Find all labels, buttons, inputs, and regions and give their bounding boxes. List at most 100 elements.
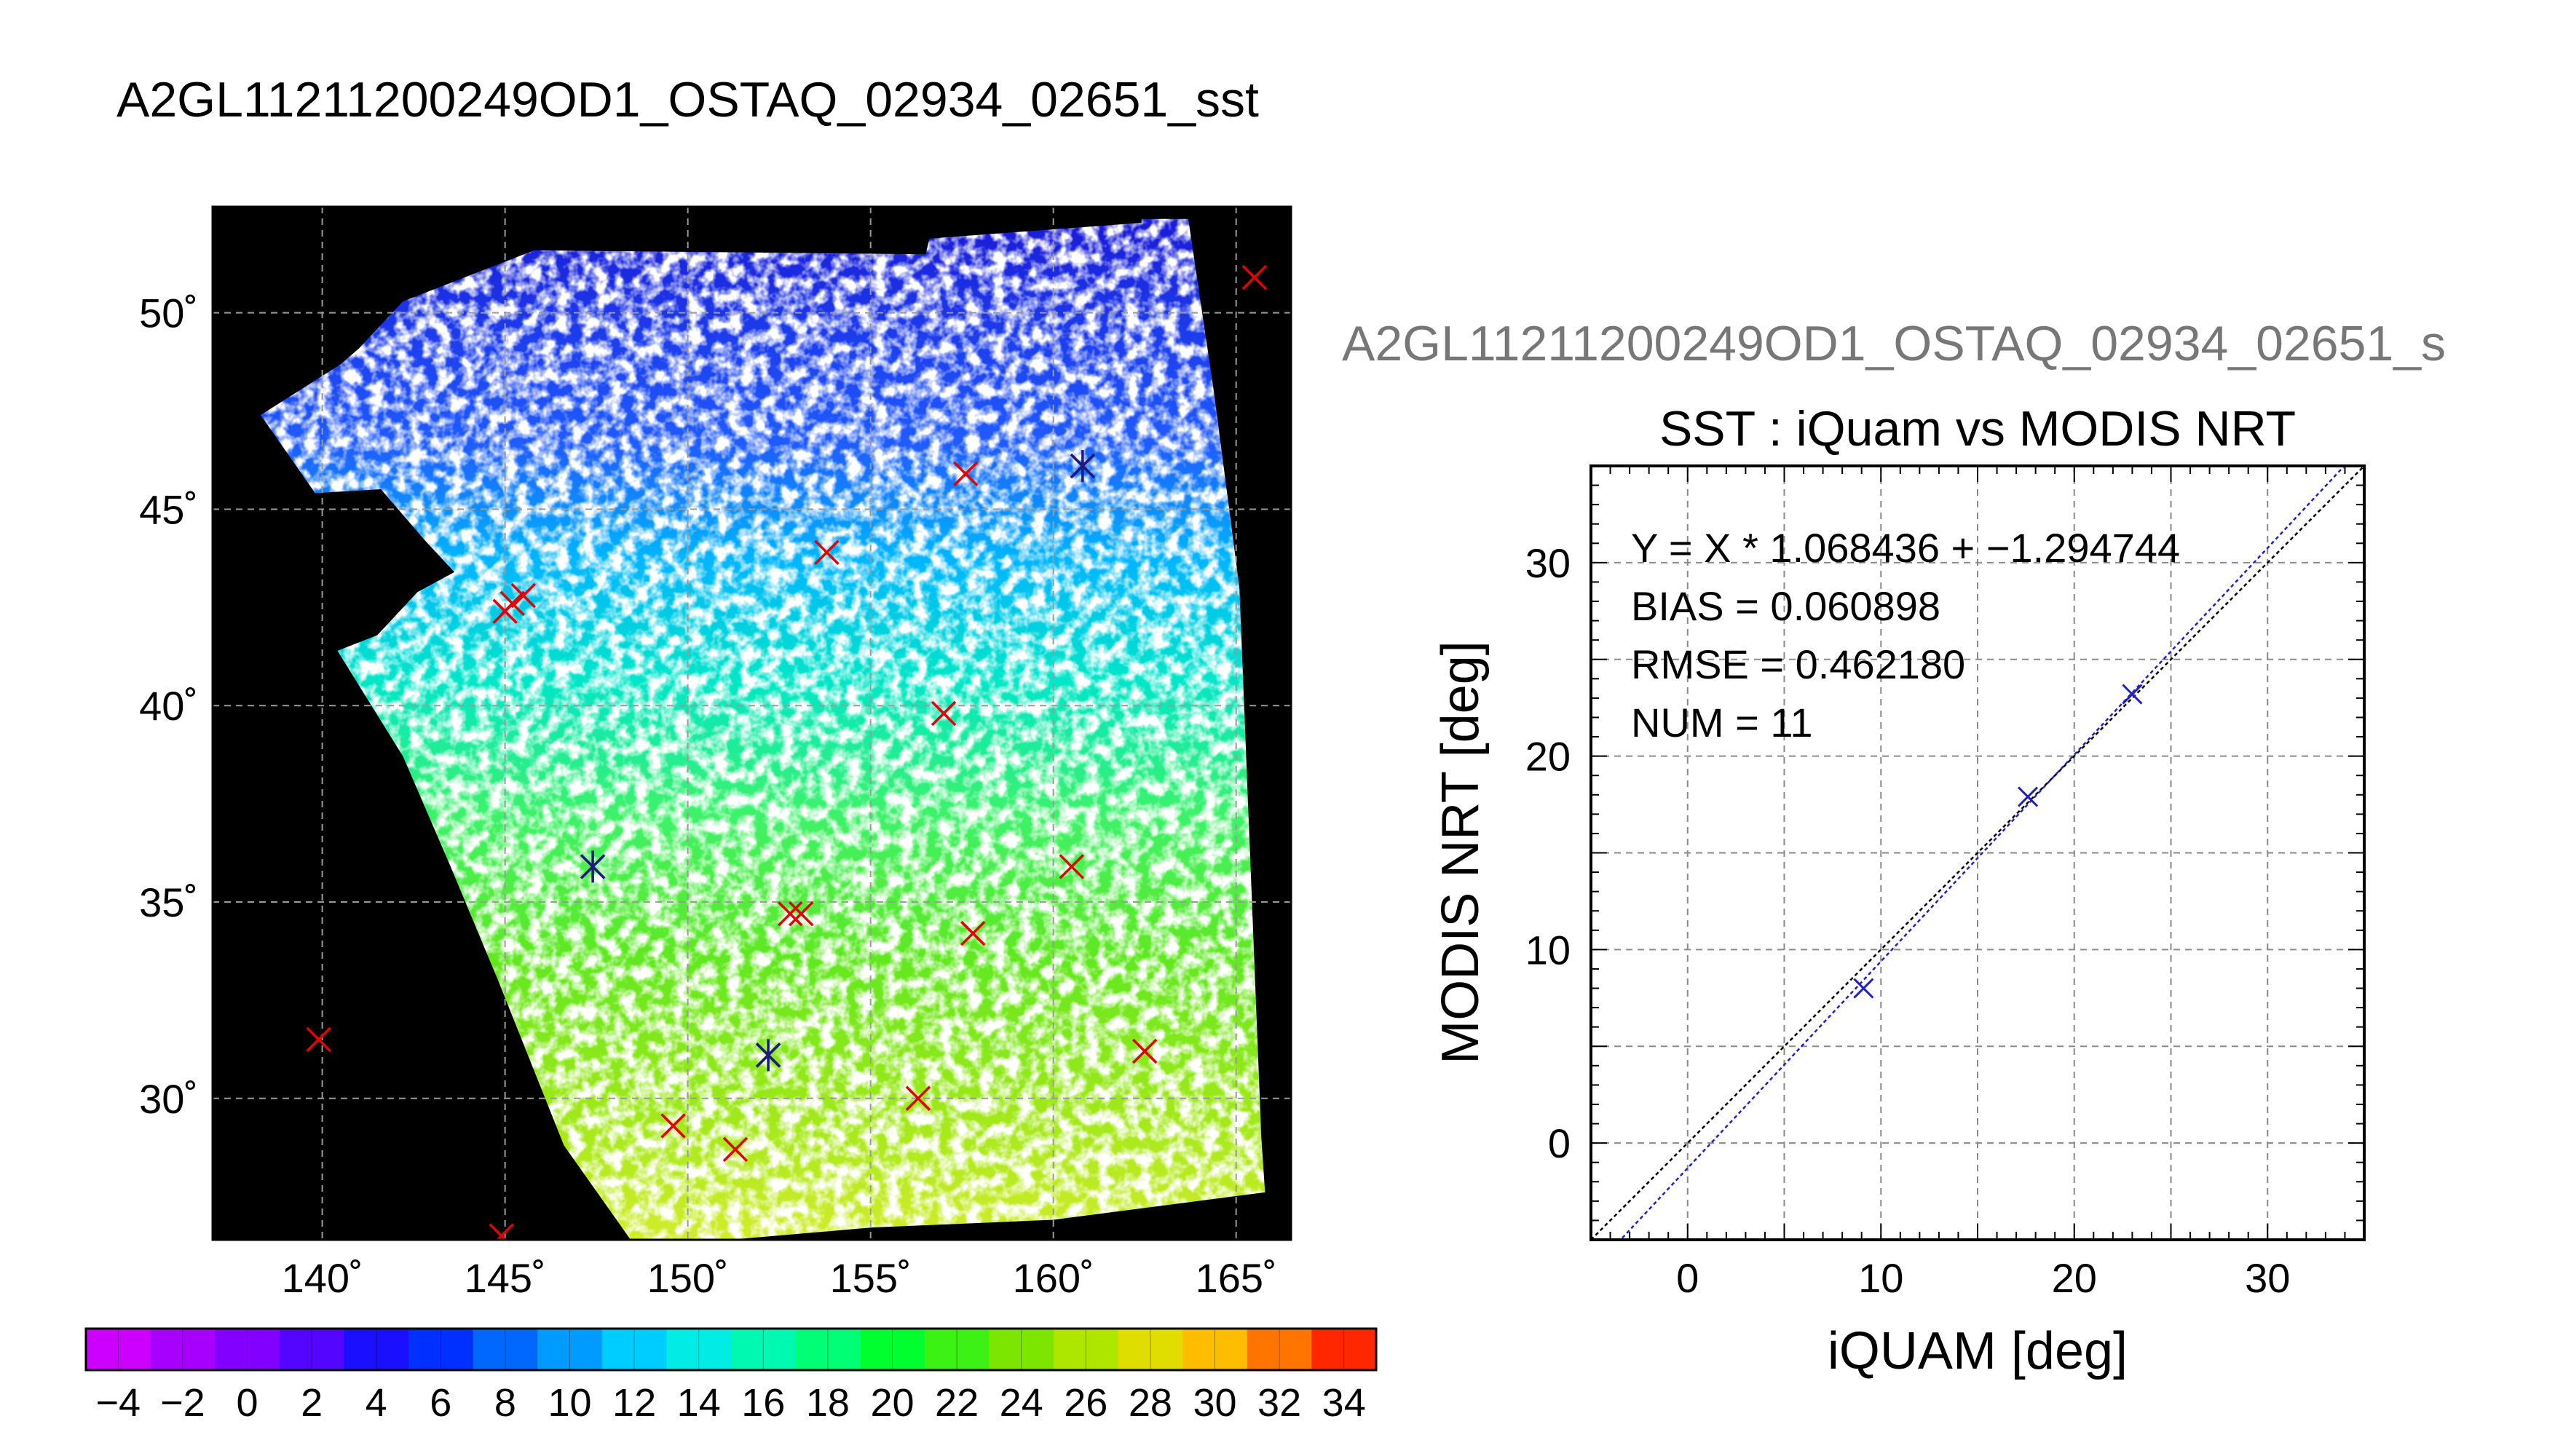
colorbar-tick-label: 30	[1193, 1381, 1236, 1425]
colorbar-cell	[1311, 1329, 1377, 1370]
colorbar-frame	[84, 1327, 1378, 1372]
buoy-marker	[905, 1085, 931, 1112]
matchup-marker	[580, 850, 606, 883]
buoy-marker	[306, 1026, 331, 1053]
buoy-marker	[1059, 854, 1085, 879]
colorbar-tick-label: 10	[548, 1381, 591, 1425]
colorbar-tick-label: 24	[1000, 1381, 1043, 1425]
colorbar: −4 −2 0 2 4 6 8 10 12 14 16 18 20 22 24 26 28 30 32 34	[84, 1327, 1378, 1425]
buoy-marker	[1241, 264, 1268, 290]
map-y-tick-label: 30˚	[139, 1076, 198, 1122]
map-y-tick-labels: 30˚ 35˚ 40˚ 45˚ 50˚	[139, 290, 198, 1122]
colorbar-cell	[537, 1329, 603, 1370]
colorbar-cell	[731, 1329, 797, 1370]
scatter-minor-ticks	[1590, 465, 2365, 1241]
scatter-x-tick-label: 0	[1676, 1255, 1699, 1301]
colorbar-cell	[1054, 1329, 1119, 1370]
scatter-y-tick-label: 30	[1525, 540, 1571, 586]
map-y-tick-label: 40˚	[139, 683, 198, 729]
buoy-marker	[931, 700, 957, 727]
scatter-stat-line: RMSE = 0.462180	[1631, 641, 1965, 687]
colorbar-cell	[989, 1329, 1054, 1370]
colorbar-tick-label: 8	[494, 1381, 516, 1425]
buoy-marker	[660, 1113, 686, 1139]
one-to-one-line	[1591, 466, 2364, 1240]
scatter-y-tick-label: 20	[1525, 734, 1571, 780]
colorbar-cell	[1182, 1329, 1248, 1370]
colorbar-cell	[1247, 1329, 1312, 1370]
map-frame	[211, 205, 1292, 1241]
scatter-lines	[1591, 466, 2364, 1240]
buoy-marker	[814, 539, 840, 566]
buoy-marker	[777, 901, 803, 927]
colorbar-tick-label: 20	[870, 1381, 914, 1425]
colorbar-cell	[279, 1329, 344, 1370]
map-y-tick-label: 45˚	[139, 486, 198, 532]
scatter-stat-line: NUM = 11	[1631, 700, 1812, 745]
colorbar-cell	[150, 1329, 216, 1370]
colorbar-cell	[666, 1329, 732, 1370]
map-x-tick-label: 140˚	[282, 1255, 363, 1301]
colorbar-tick-label: 0	[236, 1381, 258, 1425]
colorbar-cells	[86, 1329, 1377, 1370]
map-markers	[306, 264, 1268, 1240]
colorbar-tick-label: 22	[935, 1381, 979, 1425]
buoy-marker	[499, 590, 525, 617]
colorbar-tick-label: 18	[806, 1381, 850, 1425]
buoy-marker	[489, 1223, 514, 1240]
scatter-stat-line: BIAS = 0.060898	[1631, 583, 1940, 629]
map-y-tick-label: 50˚	[139, 290, 198, 336]
figure-title: A2GL11211200249OD1_OSTAQ_02934_02651_sst	[117, 72, 1259, 127]
matchup-marker	[755, 1039, 781, 1072]
scatter-y-tick-labels: 0 10 20 30	[1525, 540, 1571, 1166]
scatter-x-label: iQUAM [deg]	[1828, 1322, 2128, 1380]
map-x-tick-label: 160˚	[1013, 1255, 1094, 1301]
colorbar-tick-label: 6	[430, 1381, 451, 1425]
scatter-subtitle: A2GL11211200249OD1_OSTAQ_02934_02651_s	[1342, 316, 2446, 371]
scatter-panel: A2GL11211200249OD1_OSTAQ_02934_02651_s S…	[1342, 316, 2446, 1380]
scatter-y-tick-label: 0	[1548, 1120, 1571, 1166]
colorbar-cell	[795, 1329, 861, 1370]
colorbar-cell	[601, 1329, 667, 1370]
map-x-tick-labels: 140˚ 145˚ 150˚ 155˚ 160˚ 165˚	[282, 1255, 1277, 1301]
buoy-marker	[952, 461, 979, 487]
colorbar-cell	[860, 1329, 925, 1370]
scatter-point	[2122, 684, 2143, 705]
matchup-marker	[1070, 450, 1096, 483]
colorbar-tick-label: 2	[301, 1381, 323, 1425]
scatter-stat-line: Y = X * 1.068436 + −1.294744	[1631, 525, 2180, 571]
scatter-y-tick-label: 10	[1525, 927, 1571, 973]
map-x-tick-label: 155˚	[830, 1255, 912, 1301]
map-x-tick-label: 145˚	[465, 1255, 546, 1301]
scatter-point	[2017, 786, 2039, 807]
scatter-y-label: MODIS NRT [deg]	[1431, 641, 1490, 1064]
scatter-stats: Y = X * 1.068436 + −1.294744 BIAS = 0.060…	[1631, 525, 2180, 745]
colorbar-tick-label: −4	[96, 1381, 141, 1425]
colorbar-cell	[86, 1329, 151, 1370]
scatter-point	[1853, 978, 1874, 999]
colorbar-tick-label: 16	[741, 1381, 785, 1425]
colorbar-cell	[344, 1329, 409, 1370]
colorbar-cell	[408, 1329, 474, 1370]
scatter-points	[1853, 684, 2143, 999]
colorbar-tick-label: 34	[1322, 1381, 1366, 1425]
colorbar-cell	[215, 1329, 280, 1370]
colorbar-tick-label: 14	[677, 1381, 721, 1425]
colorbar-tick-labels: −4 −2 0 2 4 6 8 10 12 14 16 18 20 22 24 26 28 30 32 34	[96, 1381, 1366, 1425]
colorbar-tick-label: 26	[1064, 1381, 1107, 1425]
scatter-title: SST : iQuam vs MODIS NRT	[1659, 401, 2296, 456]
map-grid	[213, 207, 1291, 1240]
colorbar-tick-label: 4	[366, 1381, 387, 1425]
colorbar-cell	[473, 1329, 538, 1370]
buoy-marker	[960, 920, 986, 946]
scatter-x-tick-labels: 0 10 20 30	[1676, 1255, 2290, 1301]
map-y-tick-label: 35˚	[139, 879, 198, 925]
buoy-marker	[510, 582, 536, 609]
regression-line	[1619, 466, 2346, 1240]
colorbar-cell	[1118, 1329, 1183, 1370]
map-panel: 140˚ 145˚ 150˚ 155˚ 160˚ 165˚ 30˚ 35˚ 40˚ 45˚ 50˚	[139, 205, 1292, 1301]
colorbar-tick-label: −2	[160, 1381, 205, 1425]
scatter-x-tick-label: 20	[2052, 1255, 2097, 1301]
colorbar-cell	[924, 1329, 990, 1370]
